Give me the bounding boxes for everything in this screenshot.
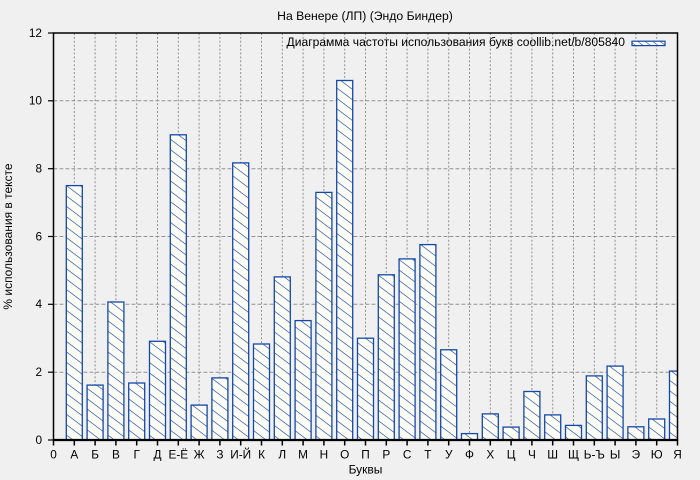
svg-text:6: 6 bbox=[35, 229, 42, 243]
svg-text:Буквы: Буквы bbox=[349, 463, 383, 477]
svg-text:Э: Э bbox=[632, 448, 641, 462]
svg-text:Ф: Ф bbox=[465, 448, 474, 462]
svg-text:На Венере (ЛП) (Эндо Биндер): На Венере (ЛП) (Эндо Биндер) bbox=[277, 9, 453, 23]
svg-text:2: 2 bbox=[35, 365, 42, 379]
svg-text:К: К bbox=[258, 448, 265, 462]
svg-text:А: А bbox=[70, 448, 78, 462]
svg-text:% использования в тексте: % использования в тексте bbox=[1, 163, 15, 309]
svg-text:Я: Я bbox=[673, 448, 682, 462]
svg-text:Т: Т bbox=[424, 448, 431, 462]
svg-text:10: 10 bbox=[29, 94, 43, 108]
svg-text:Ч: Ч bbox=[528, 448, 536, 462]
svg-text:Х: Х bbox=[486, 448, 494, 462]
svg-text:0: 0 bbox=[35, 433, 42, 447]
svg-text:Ц: Ц bbox=[507, 448, 516, 462]
svg-text:Г: Г bbox=[134, 448, 141, 462]
svg-text:И-Й: И-Й bbox=[230, 448, 251, 462]
svg-text:Ж: Ж bbox=[194, 448, 205, 462]
svg-text:П: П bbox=[361, 448, 369, 462]
svg-text:0: 0 bbox=[50, 448, 57, 462]
svg-text:В: В bbox=[112, 448, 120, 462]
svg-text:Б: Б bbox=[91, 448, 99, 462]
svg-text:12: 12 bbox=[29, 26, 42, 40]
svg-text:4: 4 bbox=[35, 297, 42, 311]
svg-text:Л: Л bbox=[278, 448, 286, 462]
svg-text:8: 8 bbox=[35, 162, 42, 176]
svg-text:У: У bbox=[445, 448, 453, 462]
svg-text:Д: Д bbox=[154, 448, 162, 462]
svg-text:М: М bbox=[298, 448, 308, 462]
svg-text:С: С bbox=[403, 448, 412, 462]
svg-text:Щ: Щ bbox=[568, 448, 579, 462]
svg-text:Ь-Ъ: Ь-Ъ bbox=[584, 448, 605, 462]
svg-text:Е-Ё: Е-Ё bbox=[168, 448, 188, 462]
svg-text:Диаграмма частоты использовани: Диаграмма частоты использования букв coo… bbox=[287, 35, 626, 49]
svg-text:Ы: Ы bbox=[610, 448, 620, 462]
svg-text:З: З bbox=[216, 448, 223, 462]
svg-text:Ю: Ю bbox=[651, 448, 663, 462]
svg-text:Р: Р bbox=[382, 448, 390, 462]
svg-text:Н: Н bbox=[320, 448, 329, 462]
svg-text:О: О bbox=[340, 448, 349, 462]
svg-text:Ш: Ш bbox=[547, 448, 558, 462]
